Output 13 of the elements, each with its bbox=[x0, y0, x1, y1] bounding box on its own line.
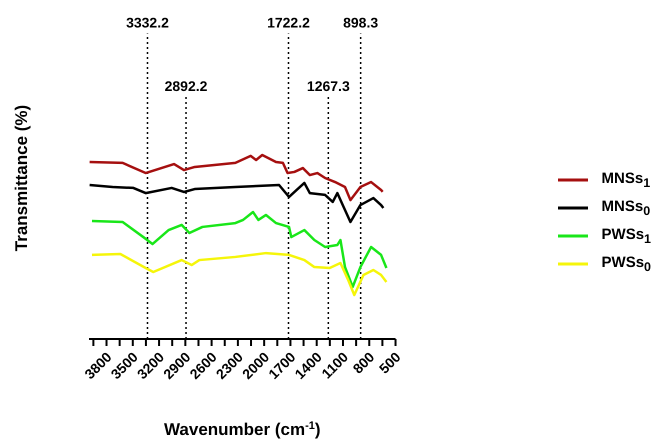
ref-line-label: 2892.2 bbox=[164, 78, 208, 94]
ref-line-label: 898.3 bbox=[343, 14, 378, 31]
y-axis-title: Transmittance (%) bbox=[12, 104, 31, 252]
x-tick-label: 800 bbox=[350, 348, 378, 377]
x-axis-title: Wavenumber (cm$^{-1}$) bbox=[164, 420, 321, 439]
x-tick-label: 500 bbox=[376, 348, 404, 377]
legend-label: MNSs$_{0}$ bbox=[602, 198, 650, 218]
ref-line-label: 3332.2 bbox=[126, 14, 170, 31]
legend-label: PWSs$_{1}$ bbox=[602, 226, 651, 246]
legend-label: PWSs$_{0}$ bbox=[602, 254, 651, 274]
legend-label: MNSs$_{1}$ bbox=[602, 170, 650, 190]
ref-line-label: 1722.2 bbox=[267, 14, 310, 31]
ref-line-label: 1267.3 bbox=[306, 78, 350, 94]
